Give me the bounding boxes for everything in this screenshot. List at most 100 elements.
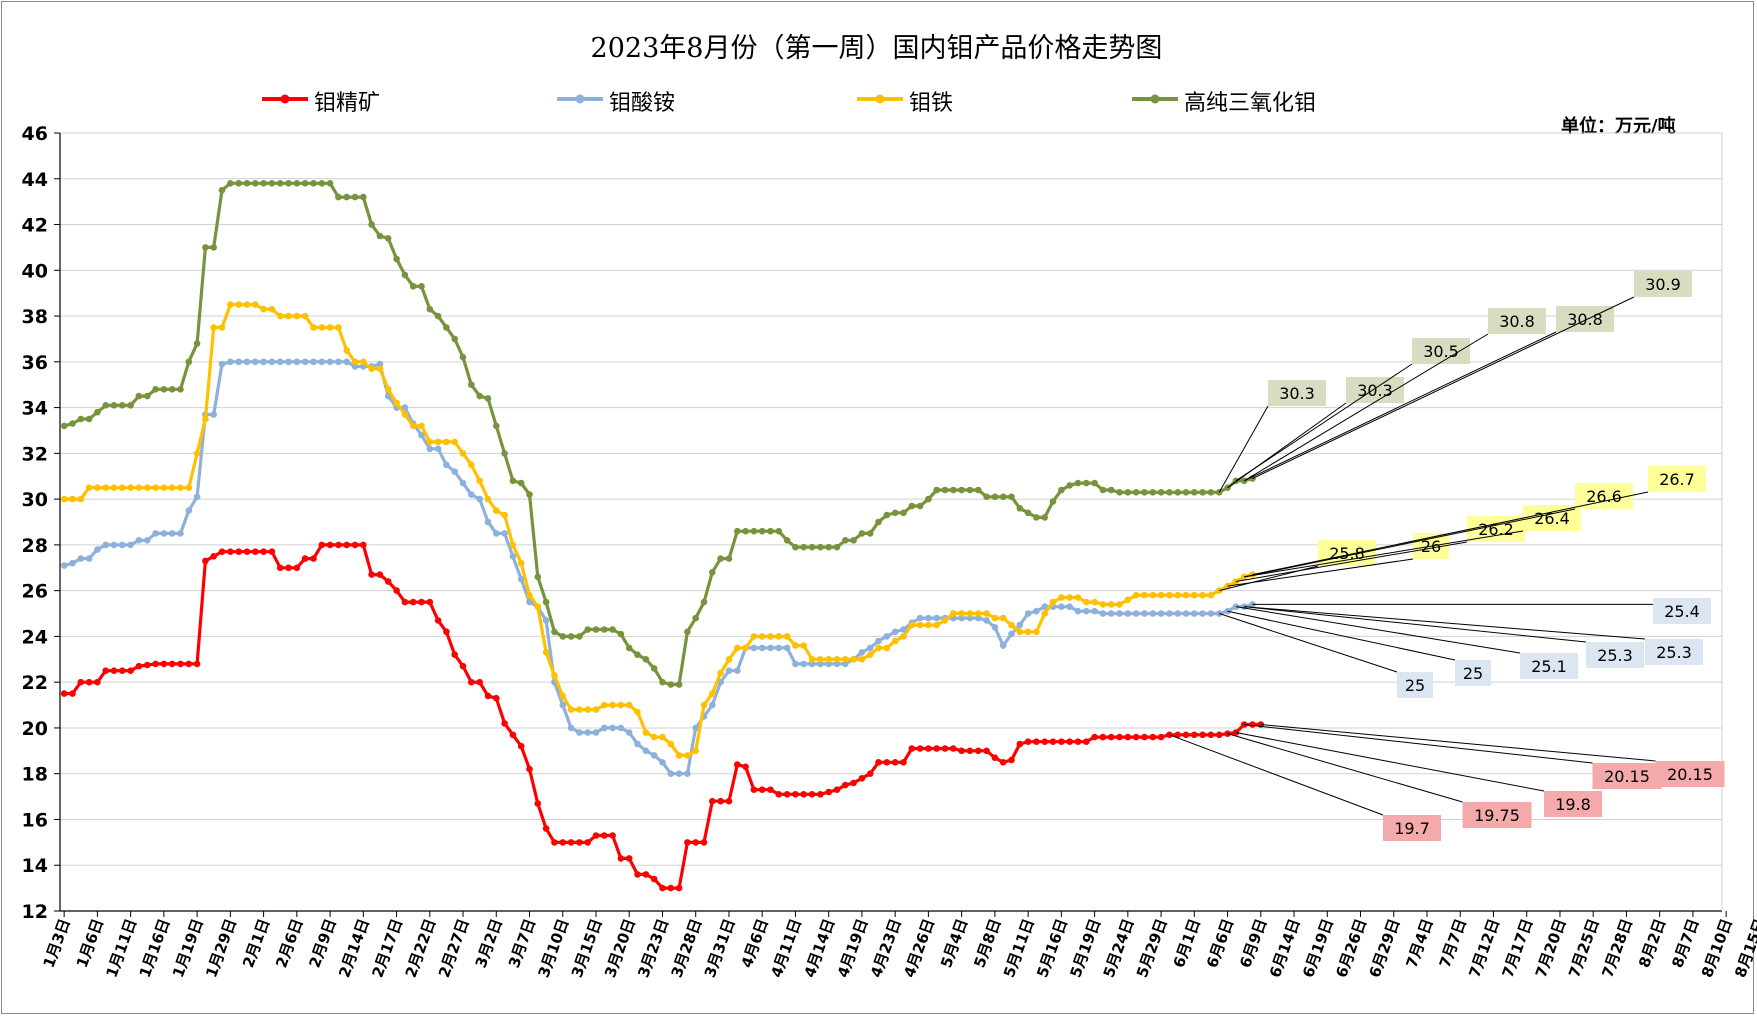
series-point (950, 610, 957, 617)
series-point (999, 493, 1007, 501)
series-point (916, 502, 924, 510)
series-point (285, 312, 292, 320)
series-point (360, 358, 367, 366)
series-point (684, 839, 691, 846)
legend-marker-icon (557, 94, 603, 104)
series-point (609, 724, 616, 732)
series-point (584, 626, 591, 633)
series-point (891, 759, 899, 766)
series-point (343, 541, 351, 549)
callout-leader (1252, 491, 1649, 576)
y-tick-label: 32 (22, 443, 48, 465)
x-tick-label: 4月26日 (900, 916, 938, 980)
series-point (542, 649, 550, 656)
series-point (276, 564, 284, 572)
series-point (468, 678, 475, 686)
series-point (925, 621, 932, 629)
series-point (576, 706, 583, 713)
series-point (592, 626, 600, 633)
series-point (210, 553, 217, 560)
series-point (900, 509, 907, 517)
series-point (758, 644, 766, 652)
x-tick-label: 7月4日 (1402, 916, 1436, 970)
series-point (1099, 610, 1107, 617)
series-point (1058, 603, 1065, 610)
series-point (443, 438, 450, 446)
x-tick-label: 8月7日 (1668, 916, 1702, 970)
callout-box (1575, 483, 1633, 509)
series-point (775, 791, 783, 798)
series-point (1207, 731, 1215, 739)
callout-leader (1235, 363, 1413, 482)
series-point (418, 431, 425, 439)
series-point (991, 614, 999, 622)
series-point (119, 541, 126, 549)
series-point (1024, 628, 1032, 636)
series-point (1191, 591, 1198, 599)
series-point (144, 537, 151, 544)
series-point (592, 706, 600, 713)
series-point (102, 402, 109, 409)
series-point (235, 548, 242, 555)
series-point (293, 180, 301, 187)
series-point (393, 399, 400, 407)
series-point (1107, 733, 1115, 741)
series-point (659, 884, 666, 892)
x-tick-label: 2月9日 (306, 916, 340, 970)
callout-box (1462, 802, 1532, 828)
series-point (210, 411, 217, 418)
data-label: 25.4 (1664, 602, 1700, 621)
series-point (667, 770, 675, 777)
series-point (625, 701, 633, 709)
series-point (301, 180, 309, 187)
series-point (725, 797, 733, 805)
series-point (908, 745, 916, 752)
x-tick-label: 3月23日 (634, 916, 672, 980)
series-point (127, 667, 134, 674)
callout-leader (1235, 541, 1468, 582)
series-point (842, 660, 849, 668)
series-point (567, 839, 575, 846)
series-point (326, 541, 334, 549)
series-point (434, 445, 442, 453)
series-point (102, 484, 109, 492)
series-point (202, 557, 209, 565)
series-point (202, 244, 209, 251)
series-point (1215, 587, 1223, 594)
series-point (534, 573, 542, 581)
x-tick-label: 1月3日 (40, 916, 74, 970)
series-point (401, 598, 409, 606)
series-point (1074, 479, 1082, 487)
series-point (1033, 738, 1040, 745)
series-point (1041, 603, 1048, 610)
series-line (64, 303, 1253, 757)
series-point (734, 644, 741, 652)
series-point (1091, 607, 1098, 615)
x-tick-label: 5月19日 (1066, 916, 1104, 980)
series-point (659, 678, 666, 686)
data-label: 19.8 (1555, 795, 1591, 814)
x-tick-label: 5月29日 (1133, 916, 1171, 980)
callout-leader (1244, 530, 1524, 578)
series-point (501, 511, 508, 519)
series-point (177, 484, 184, 492)
data-label: 25.3 (1656, 643, 1692, 662)
series-point (817, 543, 824, 551)
series-point (102, 541, 109, 549)
series-point (767, 644, 774, 652)
series-point (941, 617, 949, 624)
series-point (493, 422, 500, 430)
series-point (1182, 731, 1190, 739)
data-label: 25 (1405, 676, 1425, 695)
series-point (634, 708, 641, 716)
y-tick-label: 18 (22, 764, 48, 786)
series-point (1157, 733, 1165, 741)
callout-box (1544, 791, 1602, 817)
series-point (1199, 591, 1206, 599)
series-point (916, 614, 924, 622)
series-point (85, 484, 93, 492)
series-point (842, 656, 849, 663)
series-point (243, 180, 251, 187)
series-point (69, 495, 76, 503)
series-point (717, 555, 724, 562)
